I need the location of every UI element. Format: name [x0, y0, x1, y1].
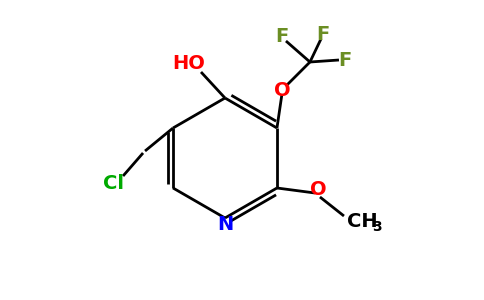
Text: CH: CH	[347, 212, 378, 230]
Text: O: O	[273, 80, 290, 100]
Text: 3: 3	[372, 220, 382, 234]
Text: F: F	[275, 28, 288, 46]
Text: HO: HO	[173, 53, 205, 73]
Text: Cl: Cl	[103, 173, 123, 193]
Text: O: O	[310, 179, 326, 199]
Text: F: F	[338, 50, 351, 70]
Text: N: N	[217, 214, 233, 233]
Text: F: F	[317, 25, 330, 44]
